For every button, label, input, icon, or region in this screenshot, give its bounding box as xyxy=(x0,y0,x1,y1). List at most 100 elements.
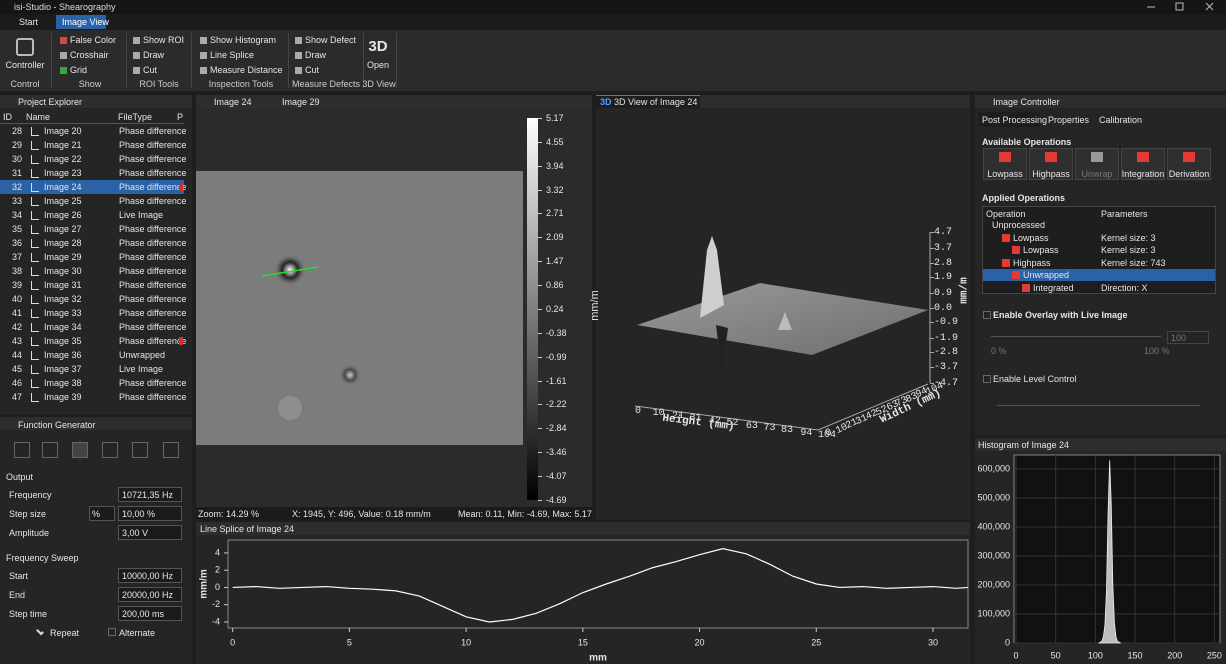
op-row[interactable]: Unprocessed xyxy=(992,220,1046,230)
row-type[interactable]: Phase difference xyxy=(119,224,187,234)
tab[interactable]: Start xyxy=(19,17,39,27)
checkbox-label[interactable]: Enable Level Control xyxy=(993,374,1077,384)
panel-tab[interactable]: Calibration xyxy=(1099,115,1143,125)
op-row[interactable]: Integrated xyxy=(1033,282,1074,293)
tab[interactable]: Image View xyxy=(62,17,109,27)
row-id[interactable]: 44 xyxy=(11,350,22,360)
row-type[interactable]: Phase difference xyxy=(119,196,187,206)
ribbon-button[interactable]: Controller xyxy=(5,60,45,70)
op-label[interactable]: Unwrap xyxy=(1081,169,1113,179)
panel-tab[interactable]: Post Processing xyxy=(982,115,1048,125)
row-id[interactable]: 38 xyxy=(11,266,22,276)
row-id[interactable]: 40 xyxy=(11,294,22,304)
op-row[interactable]: Highpass xyxy=(1013,257,1051,268)
row-name[interactable]: Image 38 xyxy=(44,378,82,388)
row-name[interactable]: Image 36 xyxy=(44,350,82,360)
row-id[interactable]: 31 xyxy=(11,168,22,178)
row-type[interactable]: Phase difference xyxy=(119,378,187,388)
row-id[interactable]: 42 xyxy=(11,322,22,332)
row-id[interactable]: 34 xyxy=(11,210,22,220)
row-name[interactable]: Image 24 xyxy=(44,182,82,192)
row-type[interactable]: Phase difference xyxy=(119,336,187,346)
row-type[interactable]: Phase difference xyxy=(119,308,187,318)
ribbon-button[interactable]: Crosshair xyxy=(70,50,109,60)
row-name[interactable]: Image 35 xyxy=(44,336,82,346)
row-name[interactable]: Image 29 xyxy=(44,252,82,262)
row-id[interactable]: 29 xyxy=(11,140,22,150)
row-type[interactable]: Phase difference xyxy=(119,238,187,248)
op-row[interactable]: Unwrapped xyxy=(1023,270,1070,280)
ribbon-button[interactable]: Show ROI xyxy=(143,35,185,45)
doc-tab[interactable]: Image 29 xyxy=(282,97,320,107)
field-value[interactable]: 10000,00 Hz xyxy=(122,571,174,581)
op-label[interactable]: Lowpass xyxy=(987,169,1023,179)
ribbon-button[interactable]: Line Splice xyxy=(210,50,255,60)
unit-select[interactable]: % xyxy=(92,509,101,519)
doc-tab[interactable]: 3D View of Image 24 xyxy=(614,97,698,107)
row-type[interactable]: Phase difference xyxy=(119,252,187,262)
field-value[interactable]: 200,00 ms xyxy=(122,609,165,619)
row-type[interactable]: Phase difference xyxy=(119,168,187,178)
row-name[interactable]: Image 34 xyxy=(44,322,82,332)
checkbox-label[interactable]: Repeat xyxy=(50,628,80,638)
row-id[interactable]: 46 xyxy=(11,378,22,388)
row-name[interactable]: Image 27 xyxy=(44,224,82,234)
row-name[interactable]: Image 31 xyxy=(44,280,82,290)
op-label[interactable]: Derivation xyxy=(1168,169,1210,179)
row-type[interactable]: Phase difference xyxy=(119,126,187,136)
row-type[interactable]: Live Image xyxy=(119,364,164,374)
row-id[interactable]: 36 xyxy=(11,238,22,248)
row-name[interactable]: Image 33 xyxy=(44,308,82,318)
row-id[interactable]: 30 xyxy=(11,154,22,164)
row-type[interactable]: Live Image xyxy=(119,210,164,220)
ribbon-button[interactable]: Measure Distance xyxy=(210,65,283,75)
row-type[interactable]: Phase difference xyxy=(119,182,187,192)
ribbon-button[interactable]: Draw xyxy=(143,50,165,60)
ribbon-button[interactable]: False Color xyxy=(70,35,117,45)
row-name[interactable]: Image 32 xyxy=(44,294,82,304)
ribbon-button[interactable]: Cut xyxy=(305,65,320,75)
row-name[interactable]: Image 37 xyxy=(44,364,82,374)
row-id[interactable]: 37 xyxy=(11,252,22,262)
ribbon-button[interactable]: Cut xyxy=(143,65,158,75)
ribbon-button[interactable]: 3D xyxy=(368,38,388,55)
field-value[interactable]: 10,00 % xyxy=(122,509,156,519)
row-type[interactable]: Phase difference xyxy=(119,154,187,164)
ribbon-button[interactable]: Open xyxy=(366,60,390,70)
row-type[interactable]: Unwrapped xyxy=(119,350,166,360)
row-id[interactable]: 47 xyxy=(11,392,22,402)
checkbox-label[interactable]: Enable Overlay with Live Image xyxy=(993,310,1128,320)
row-name[interactable]: Image 25 xyxy=(44,196,82,206)
op-row[interactable]: Lowpass xyxy=(1013,232,1049,243)
row-name[interactable]: Image 22 xyxy=(44,154,82,164)
row-id[interactable]: 33 xyxy=(11,196,22,206)
row-id[interactable]: 32 xyxy=(11,182,22,192)
op-label[interactable]: Integration xyxy=(1121,169,1165,179)
ribbon-button[interactable]: Show Histogram xyxy=(210,35,277,45)
checkbox-label[interactable]: Alternate xyxy=(119,628,156,638)
row-name[interactable]: Image 28 xyxy=(44,238,82,248)
op-row[interactable]: Lowpass xyxy=(1023,245,1059,255)
row-id[interactable]: 41 xyxy=(11,308,22,318)
row-type[interactable]: Phase difference xyxy=(119,392,187,402)
ribbon-button[interactable]: Draw xyxy=(305,50,327,60)
row-name[interactable]: Image 21 xyxy=(44,140,82,150)
row-name[interactable]: Image 30 xyxy=(44,266,82,276)
row-type[interactable]: Phase difference xyxy=(119,280,187,290)
op-label[interactable]: Highpass xyxy=(1032,169,1070,179)
row-name[interactable]: Image 20 xyxy=(44,126,82,136)
doc-tab[interactable]: Image 24 xyxy=(214,97,252,107)
ribbon-button[interactable]: Show Defect xyxy=(305,35,357,45)
field-value[interactable]: 20000,00 Hz xyxy=(122,590,174,600)
field-value[interactable]: 3,00 V xyxy=(122,528,149,538)
row-type[interactable]: Phase difference xyxy=(119,322,187,332)
row-name[interactable]: Image 23 xyxy=(44,168,82,178)
row-type[interactable]: Phase difference xyxy=(119,294,187,304)
row-name[interactable]: Image 39 xyxy=(44,392,82,402)
row-id[interactable]: 35 xyxy=(11,224,22,234)
row-type[interactable]: Phase difference xyxy=(119,140,187,150)
ribbon-button[interactable]: Grid xyxy=(70,65,88,75)
field-value[interactable]: 10721,35 Hz xyxy=(122,490,174,500)
row-id[interactable]: 39 xyxy=(11,280,22,290)
row-id[interactable]: 43 xyxy=(11,336,22,346)
